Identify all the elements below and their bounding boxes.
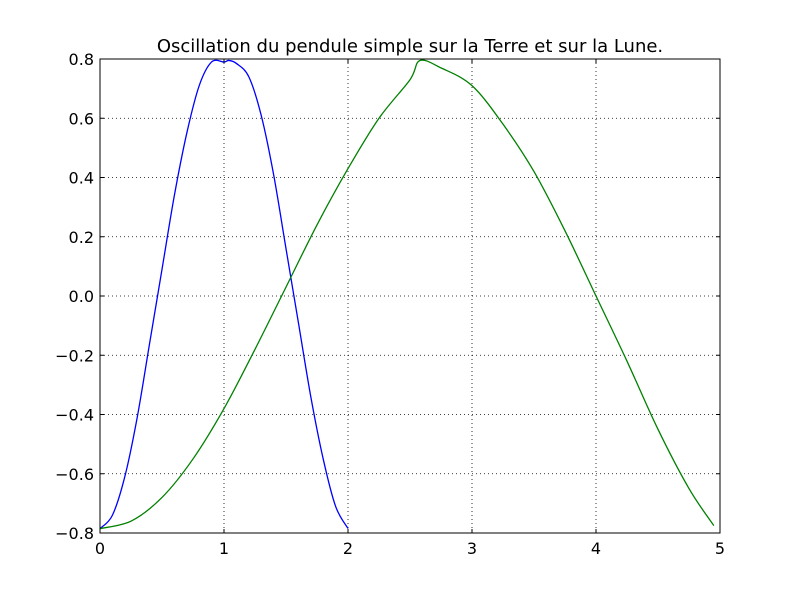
y-tick-label: −0.2 [55,346,94,365]
x-tick-label: 1 [219,539,229,558]
y-tick-label: −0.8 [55,524,94,543]
chart-title: Oscillation du pendule simple sur la Ter… [157,36,663,57]
y-tick-label: −0.4 [55,406,94,425]
ticks [99,58,721,534]
x-tick-label: 2 [343,539,353,558]
series-line-1 [99,59,349,530]
tick-labels: 0 1 2 3 4 5 −0.8 −0.6 −0.4 −0.2 0.0 0.2 0.4 0.6 0.8 [55,50,725,558]
y-tick-label: −0.6 [55,465,94,484]
y-tick-label: 0.8 [69,50,94,69]
x-tick-label: 0 [95,539,105,558]
series-layer [99,59,715,530]
y-tick-label: 0.2 [69,228,94,247]
x-tick-label: 3 [467,539,477,558]
x-tick-label: 5 [715,539,725,558]
y-tick-label: 0.0 [69,287,94,306]
y-tick-label: 0.4 [69,169,94,188]
x-tick-label: 4 [591,539,601,558]
series-line-2 [99,59,715,530]
y-tick-label: 0.6 [69,109,94,128]
grid [100,59,720,533]
